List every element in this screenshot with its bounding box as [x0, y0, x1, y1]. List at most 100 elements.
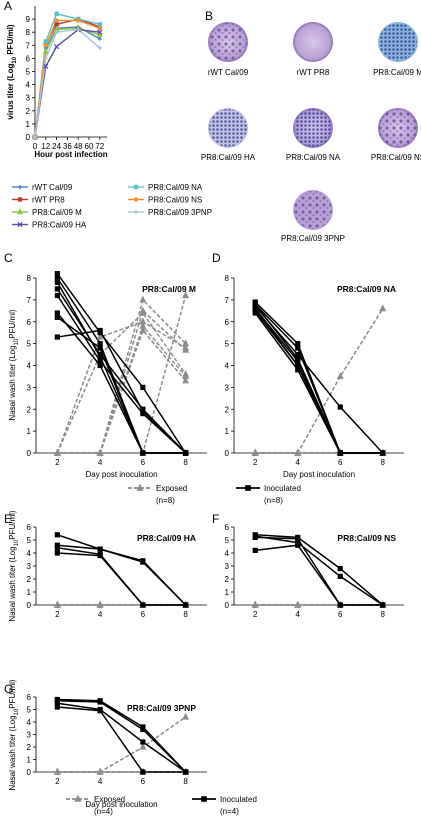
y-tick-label: 1	[225, 588, 230, 597]
series-line	[56, 288, 187, 454]
marker	[140, 602, 146, 608]
series-line	[57, 329, 187, 454]
marker	[139, 295, 147, 303]
marker	[54, 279, 60, 285]
series-line	[254, 303, 383, 454]
y-tick-label: 2	[27, 575, 32, 584]
legend-label: rWT PR8	[32, 196, 65, 205]
y-tick-label: 4	[27, 718, 32, 727]
y-axis-label: Nasal wash titer (Log10PFU/ml)	[8, 510, 20, 622]
marker	[54, 286, 60, 292]
x-tick-label: 8	[381, 458, 386, 467]
x-tick-label: 12	[41, 142, 50, 151]
x-tick-label: 8	[183, 458, 188, 467]
x-axis-label: Day post inoculation	[283, 470, 355, 479]
plaque-caption: PR8:Cal/09 M	[373, 68, 421, 77]
marker	[140, 559, 146, 565]
marker	[336, 372, 344, 380]
series-line	[57, 544, 187, 606]
marker	[97, 327, 103, 334]
x-tick-label: 8	[183, 610, 188, 619]
series-line	[255, 534, 384, 606]
marker	[252, 547, 258, 553]
marker	[140, 726, 146, 733]
y-tick-label: 7	[27, 296, 32, 305]
y-tick-label: 2	[225, 405, 230, 414]
plaque-caption: rWT Cal/09	[208, 68, 249, 77]
panel-label: B	[205, 9, 213, 23]
marker	[54, 18, 59, 23]
marker	[54, 550, 60, 556]
plaque-images	[208, 22, 418, 230]
x-tick-label: 4	[296, 610, 301, 619]
marker	[139, 317, 147, 325]
legend-label: rWT Cal/09	[32, 183, 73, 192]
panel-label: E	[4, 512, 12, 526]
marker	[337, 450, 343, 456]
marker	[182, 376, 190, 384]
marker	[379, 304, 387, 312]
legend-label: Exposed	[156, 484, 187, 493]
marker	[17, 221, 23, 228]
y-axis-label-sub: 10	[12, 56, 18, 63]
series-line	[57, 552, 186, 606]
marker	[140, 739, 146, 745]
y-tick-label: 2	[225, 575, 230, 584]
plaque-dish	[294, 109, 332, 147]
chart-title: PR8:Cal/09 HA	[137, 533, 196, 543]
marker	[43, 39, 48, 44]
marker	[136, 483, 144, 491]
x-tick-label: 60	[85, 142, 94, 151]
y-tick-label: 7	[225, 296, 230, 305]
marker	[337, 404, 343, 410]
marker	[97, 29, 103, 35]
y-tick-label: 1	[27, 427, 32, 436]
legend-note: (n=4)	[220, 807, 239, 816]
series-line	[57, 702, 187, 773]
marker	[54, 271, 60, 277]
x-tick-label: 2	[253, 458, 258, 467]
marker	[53, 600, 61, 608]
x-tick-label: 4	[98, 777, 103, 786]
y-tick-label: 3	[27, 731, 32, 740]
marker	[53, 448, 61, 456]
marker	[54, 542, 60, 548]
chart-title: PR8:Cal/09 M	[142, 284, 196, 294]
legend-label: Inoculated	[220, 795, 257, 804]
y-axis-label-sub: 10	[14, 338, 20, 345]
chart-title: PR8:Cal/09 NS	[337, 533, 396, 543]
y-axis-label-text: virus titer (Log	[6, 63, 15, 119]
marker	[54, 545, 60, 551]
legend-label: PR8:Cal/09 HA	[32, 221, 87, 230]
y-axis-label-text: Nasal wash titer (Log	[8, 715, 17, 790]
x-tick-label: 2	[55, 458, 60, 467]
panel-label: F	[212, 512, 219, 526]
plaque-dish	[379, 109, 417, 147]
x-tick-label: 2	[55, 610, 60, 619]
series-line	[57, 534, 187, 606]
y-tick-label: 9	[26, 15, 31, 24]
marker	[251, 448, 259, 456]
marker	[54, 292, 60, 299]
y-tick-label: 8	[225, 274, 230, 283]
chart-title: PR8:Cal/09 3PNP	[127, 703, 196, 713]
y-tick-label: 7	[26, 41, 31, 50]
marker	[43, 63, 49, 69]
x-tick-label: 24	[52, 142, 61, 151]
y-tick-label: 1	[27, 756, 32, 765]
marker	[295, 345, 301, 351]
plaque-caption: PR8:Cal/09 NA	[286, 153, 341, 162]
x-tick-label: 6	[141, 777, 146, 786]
marker	[53, 767, 61, 775]
y-tick-label: 4	[27, 549, 32, 558]
marker	[337, 573, 343, 579]
x-axis-label: Hour post infection	[34, 150, 107, 159]
x-tick-label: 6	[141, 610, 146, 619]
marker	[97, 36, 102, 41]
series-line	[56, 273, 187, 454]
marker	[54, 22, 59, 27]
x-tick-label: 4	[296, 458, 301, 467]
x-tick-label: 0	[33, 142, 38, 151]
marker	[183, 769, 189, 775]
x-tick-label: 72	[95, 142, 104, 151]
